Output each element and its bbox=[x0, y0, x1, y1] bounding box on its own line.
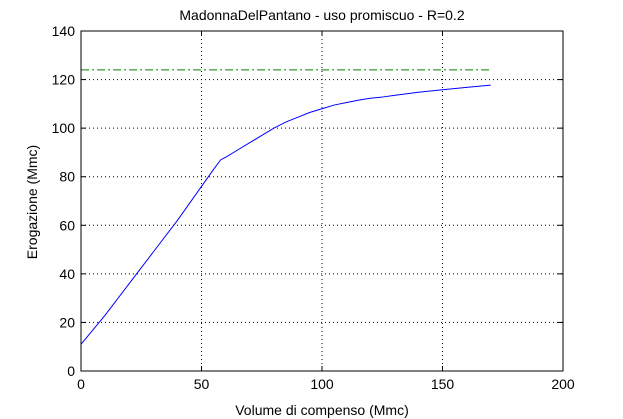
y-axis-label: Erogazione (Mmc) bbox=[24, 145, 40, 259]
y-tick-label: 80 bbox=[59, 169, 75, 185]
y-tick-label: 0 bbox=[67, 363, 75, 379]
series-layer bbox=[80, 69, 491, 345]
chart-title: MadonnaDelPantano - uso promiscuo - R=0.… bbox=[179, 7, 464, 23]
y-tick-label: 100 bbox=[52, 120, 76, 136]
tick-layer: 0 50 100 150 200 0 20 40 60 80 100 120 140 bbox=[52, 23, 575, 392]
grid-layer bbox=[81, 31, 563, 371]
series-line-erogazione bbox=[80, 84, 491, 345]
y-tick-label: 60 bbox=[59, 217, 75, 233]
x-tick-label: 150 bbox=[431, 376, 455, 392]
y-tick-label: 120 bbox=[52, 72, 76, 88]
x-tick-label: 200 bbox=[551, 376, 575, 392]
y-tick-label: 140 bbox=[52, 23, 76, 39]
x-axis-label: Volume di compenso (Mmc) bbox=[235, 402, 409, 418]
y-tick-label: 20 bbox=[59, 314, 75, 330]
x-tick-label: 0 bbox=[77, 376, 85, 392]
x-tick-label: 100 bbox=[310, 376, 334, 392]
x-tick-label: 50 bbox=[194, 376, 210, 392]
y-tick-label: 40 bbox=[59, 266, 75, 282]
